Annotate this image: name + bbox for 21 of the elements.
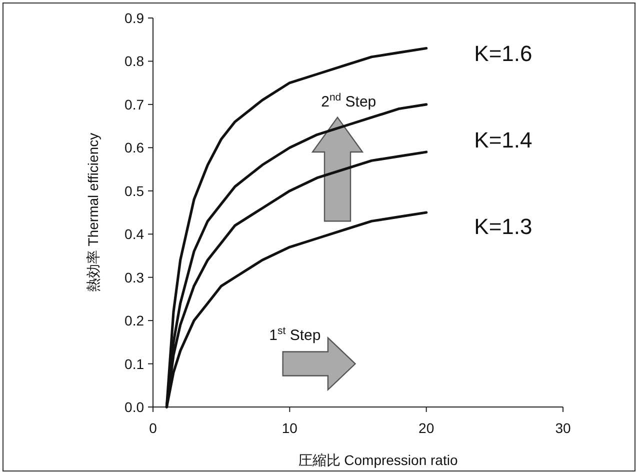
y-tick-label: 0.4 xyxy=(124,226,144,242)
annotation: 1$^{st}$ Step xyxy=(269,325,321,344)
x-tick-label: 30 xyxy=(555,420,571,436)
x-tick-label: 0 xyxy=(149,420,158,436)
annotation: 2$^{nd}$ Step xyxy=(321,92,376,111)
y-tick-label: 0.8 xyxy=(124,53,144,70)
annotation: K=1.3 xyxy=(474,214,532,240)
y-tick-label: 0.7 xyxy=(124,96,144,112)
x-tick-label: 10 xyxy=(282,420,298,436)
y-tick-label: 0.5 xyxy=(124,182,144,199)
y-tick-label: 0.0 xyxy=(124,399,144,415)
y-tick-label: 0.9 xyxy=(124,10,144,26)
y-axis-title: 熱効率 Thermal efficiency xyxy=(85,132,101,292)
annotation: K=1.4 xyxy=(474,128,532,153)
y-tick-label: 0.2 xyxy=(124,312,144,329)
x-tick-label: 20 xyxy=(418,420,434,436)
x-axis-title: 圧縮比 Compression ratio xyxy=(298,452,458,468)
y-tick-label: 0.6 xyxy=(124,140,144,156)
y-tick-label: 0.1 xyxy=(124,356,144,372)
annotation: K=1.6 xyxy=(474,41,532,66)
y-tick-label: 0.3 xyxy=(124,269,144,286)
